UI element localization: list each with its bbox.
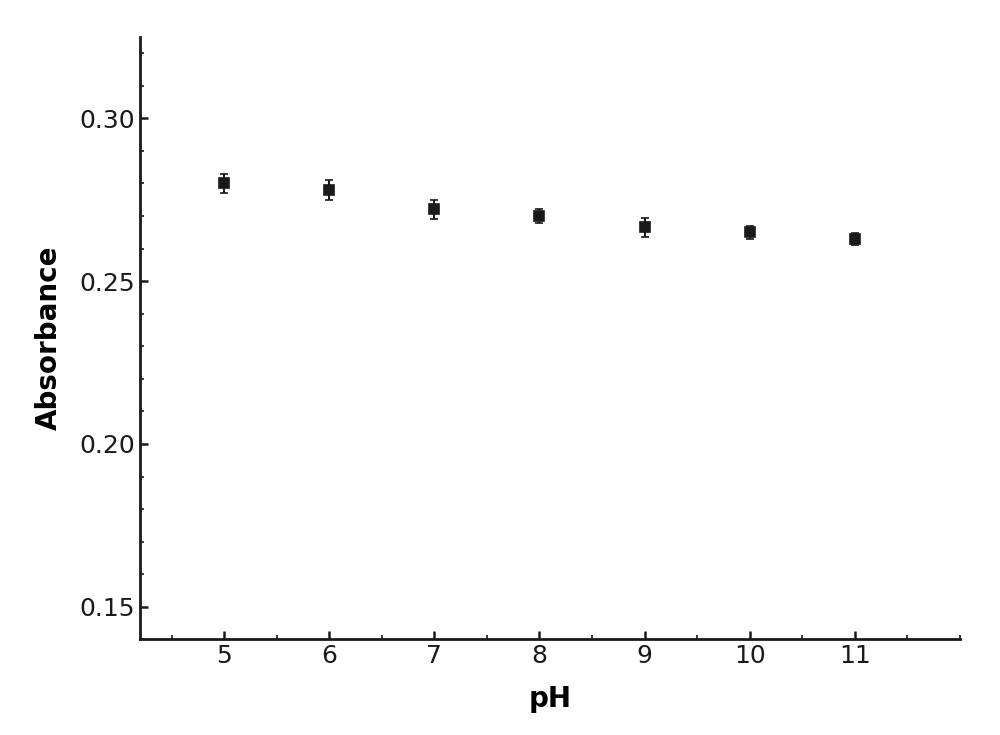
Y-axis label: Absorbance: Absorbance: [35, 245, 63, 431]
X-axis label: pH: pH: [528, 685, 572, 713]
